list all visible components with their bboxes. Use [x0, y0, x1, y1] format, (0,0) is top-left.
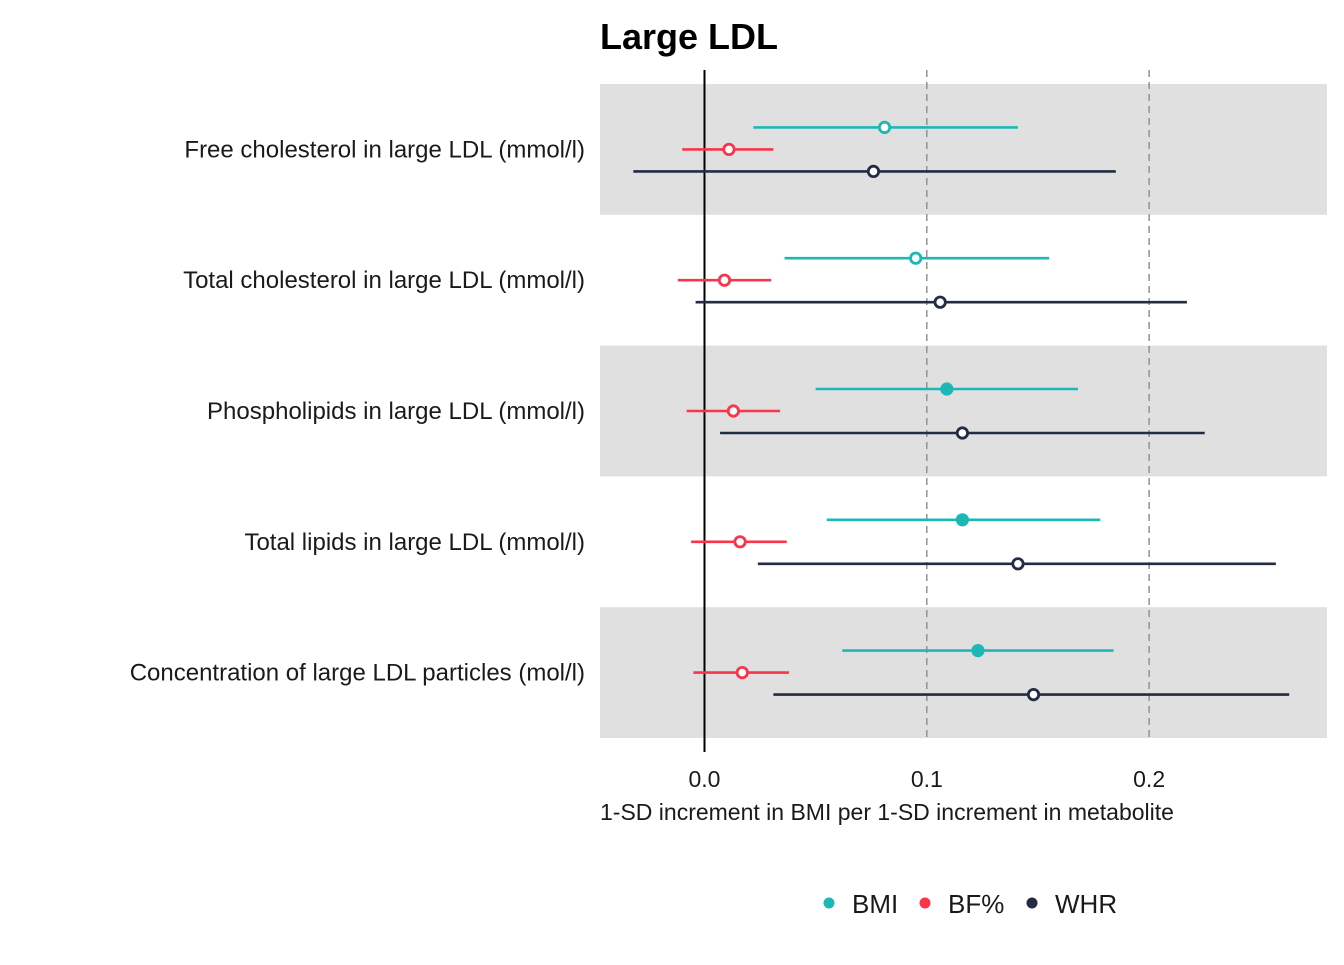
point-estimates: [717, 120, 1041, 702]
point-estimate: [909, 251, 923, 265]
point-estimate: [955, 426, 969, 440]
category-label: Concentration of large LDL particles (mo…: [130, 660, 585, 687]
point-estimate: [726, 404, 740, 418]
legend-label: WHR: [1055, 889, 1117, 919]
point-estimate: [733, 535, 747, 549]
legend-swatch: [919, 897, 931, 909]
point-estimate: [877, 120, 892, 135]
legend-label: BF%: [948, 889, 1004, 919]
point-estimate: [735, 665, 749, 680]
point-estimate: [933, 295, 947, 309]
point-estimate: [866, 164, 881, 178]
category-labels: Free cholesterol in large LDL (mmol/l) To…: [130, 136, 585, 686]
category-label: Total cholesterol in large LDL (mmol/l): [183, 267, 585, 294]
point-estimate: [717, 273, 732, 287]
x-axis-ticks: 0.0 0.1 0.2: [689, 766, 1166, 792]
x-tick-label: 0.0: [689, 766, 721, 792]
point-estimate: [1026, 687, 1041, 702]
point-estimate: [1011, 557, 1025, 571]
row-bands: [600, 84, 1327, 738]
category-label: Free cholesterol in large LDL (mmol/l): [184, 136, 585, 163]
category-label: Phospholipids in large LDL (mmol/l): [207, 398, 585, 425]
legend: BMI BF% WHR: [823, 889, 1117, 919]
x-axis-label: 1-SD increment in BMI per 1-SD increment…: [600, 799, 1174, 825]
legend-swatch: [823, 897, 835, 909]
chart-title: Large LDL: [600, 16, 778, 57]
x-tick-label: 0.1: [911, 766, 943, 792]
point-estimate: [940, 382, 954, 396]
legend-label: BMI: [852, 889, 898, 919]
category-label: Total lipids in large LDL (mmol/l): [244, 529, 585, 556]
point-estimate: [971, 643, 985, 658]
x-tick-label: 0.2: [1133, 766, 1165, 792]
point-estimate: [955, 513, 969, 527]
point-estimate: [722, 142, 736, 156]
legend-swatch: [1026, 897, 1038, 909]
